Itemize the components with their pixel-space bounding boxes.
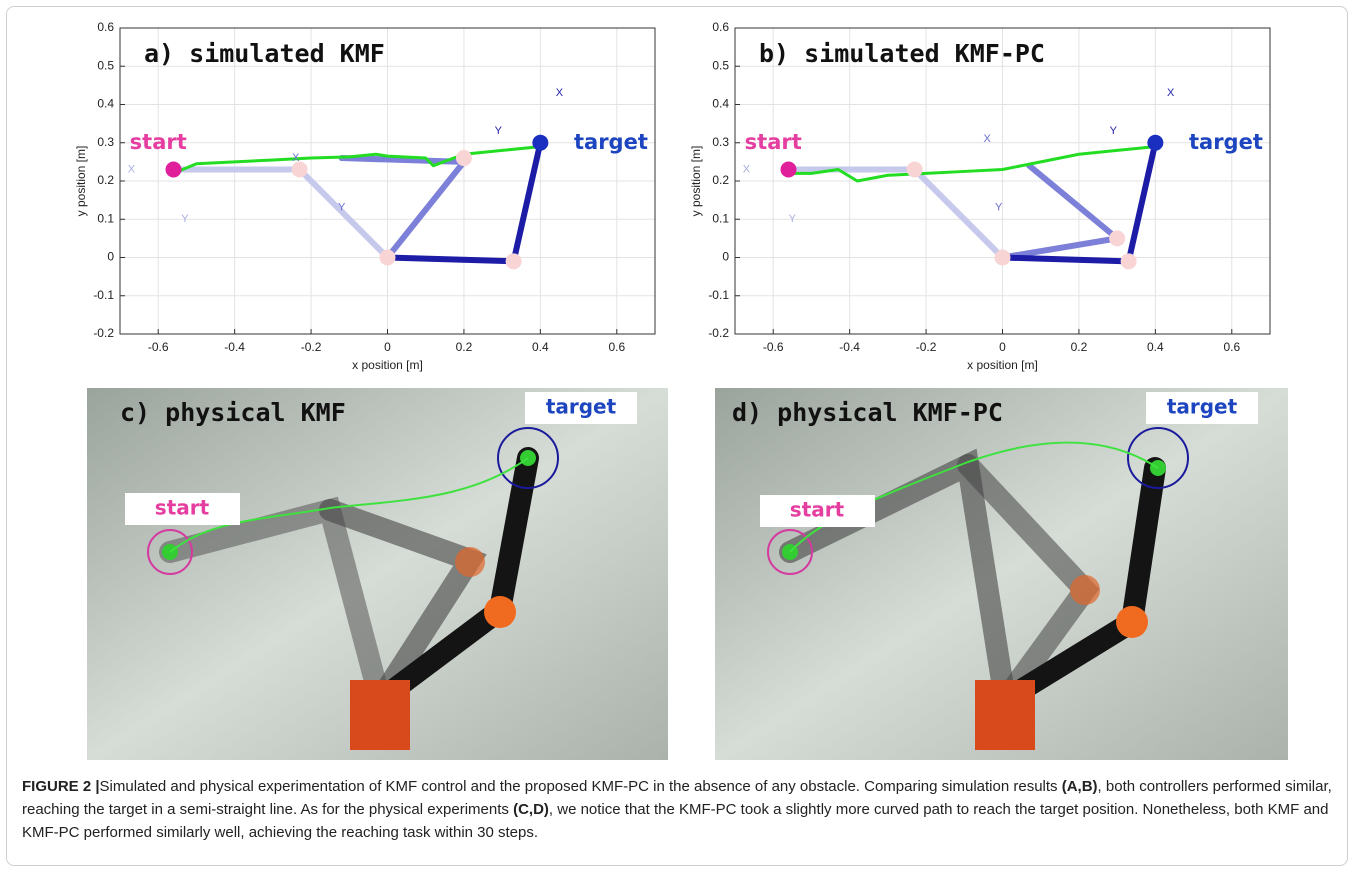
photo-title: d) physical KMF-PC xyxy=(732,398,1003,427)
figure-frame xyxy=(6,6,1348,866)
y-tick-label: -0.2 xyxy=(93,326,114,340)
caption-text: , we notice that the KMF-PC took a sligh… xyxy=(22,801,1329,841)
axes-box xyxy=(734,27,1271,335)
frame-axis-label: Y xyxy=(338,202,346,214)
y-tick-label: 0.4 xyxy=(712,97,729,111)
y-tick-label: 0.6 xyxy=(712,20,729,34)
marker xyxy=(505,253,522,270)
start-label: start xyxy=(155,496,210,520)
caption: FIGURE 2 |Simulated and physical experim… xyxy=(22,775,1332,844)
caption-panel-ref: (C,D) xyxy=(513,801,549,818)
y-tick-label: 0 xyxy=(722,250,729,264)
marker xyxy=(455,150,472,167)
start-label: start xyxy=(790,498,845,522)
y-tick-label: 0.1 xyxy=(97,211,114,225)
frame-axis-label: Y xyxy=(181,213,189,225)
photo: c) physical KMF target start xyxy=(87,388,668,760)
y-axis-label: y position [m] xyxy=(74,146,88,217)
frame-axis-label: X xyxy=(292,152,300,164)
x-tick-label: 0.6 xyxy=(1223,340,1240,354)
x-tick-label: 0.2 xyxy=(456,340,473,354)
y-tick-label: 0.4 xyxy=(97,97,114,111)
photo-title: c) physical KMF xyxy=(120,398,346,427)
y-tick-label: 0.3 xyxy=(97,135,114,149)
marker xyxy=(780,161,797,178)
y-tick-label: -0.1 xyxy=(708,288,729,302)
marker xyxy=(291,161,308,178)
y-tick-label: 0.2 xyxy=(712,173,729,187)
caption-text: Simulated and physical experimentation o… xyxy=(99,778,1062,795)
frame-axis-label: Y xyxy=(789,213,797,225)
x-tick-label: 0.2 xyxy=(1071,340,1088,354)
axes-box xyxy=(119,27,656,335)
x-tick-label: -0.6 xyxy=(763,340,784,354)
x-tick-label: 0.4 xyxy=(532,340,549,354)
x-tick-label: -0.4 xyxy=(839,340,860,354)
marker xyxy=(1147,134,1164,151)
point-label: target xyxy=(1189,130,1263,154)
frame-axis-label: X xyxy=(984,133,992,145)
y-tick-label: 0.5 xyxy=(712,58,729,72)
point-label: target xyxy=(574,130,648,154)
y-tick-label: 0.3 xyxy=(712,135,729,149)
x-tick-label: 0 xyxy=(999,340,1006,354)
frame-axis-label: Y xyxy=(495,125,503,137)
caption-panel-ref: (A,B) xyxy=(1061,778,1098,795)
marker xyxy=(1109,230,1126,247)
caption-text: , both controllers performed similar, re… xyxy=(22,778,1332,818)
y-tick-label: 0.1 xyxy=(712,211,729,225)
chart-title: a) simulated KMF xyxy=(144,39,385,68)
point-label: start xyxy=(130,130,187,154)
marker xyxy=(165,161,182,178)
x-tick-label: -0.2 xyxy=(301,340,322,354)
chart-title: b) simulated KMF-PC xyxy=(759,39,1045,68)
x-tick-label: -0.4 xyxy=(224,340,245,354)
caption-label: FIGURE 2 | xyxy=(22,778,100,795)
marker xyxy=(532,134,549,151)
frame-axis-label: X xyxy=(556,87,564,99)
x-axis-label: x position [m] xyxy=(967,358,1038,372)
target-label: target xyxy=(1167,395,1238,419)
x-tick-label: 0.4 xyxy=(1147,340,1164,354)
frame-axis-label: X xyxy=(1167,87,1175,99)
photo: d) physical KMF-PC target start xyxy=(715,388,1288,760)
marker xyxy=(379,249,396,266)
x-tick-label: 0 xyxy=(384,340,391,354)
y-tick-label: -0.1 xyxy=(93,288,114,302)
y-tick-label: 0.6 xyxy=(97,20,114,34)
marker xyxy=(994,249,1011,266)
point-label: start xyxy=(745,130,802,154)
figure: c) physical KMF target start d) physical… xyxy=(74,20,1288,760)
trajectory xyxy=(787,145,1157,183)
y-tick-label: 0.5 xyxy=(97,58,114,72)
x-axis-label: x position [m] xyxy=(352,358,423,372)
y-tick-label: 0.2 xyxy=(97,173,114,187)
chart: -0.2 -0.1 0 0.1 0.2 0.3 0.4 0.5 0.6 -0.6 -0.4 -0.2 0… xyxy=(74,20,656,372)
target-label: target xyxy=(546,395,617,419)
marker xyxy=(1120,253,1137,270)
marker xyxy=(906,161,923,178)
frame-axis-label: Y xyxy=(1110,125,1118,137)
y-tick-label: -0.2 xyxy=(708,326,729,340)
frame-axis-label: X xyxy=(128,163,136,175)
x-tick-label: -0.2 xyxy=(916,340,937,354)
chart: -0.2 -0.1 0 0.1 0.2 0.3 0.4 0.5 0.6 -0.6 -0.4 -0.2 0… xyxy=(689,20,1271,372)
x-tick-label: -0.6 xyxy=(148,340,169,354)
y-axis-label: y position [m] xyxy=(689,146,703,217)
frame-axis-label: Y xyxy=(995,202,1003,214)
x-tick-label: 0.6 xyxy=(608,340,625,354)
y-tick-label: 0 xyxy=(107,250,114,264)
frame-axis-label: X xyxy=(743,163,751,175)
